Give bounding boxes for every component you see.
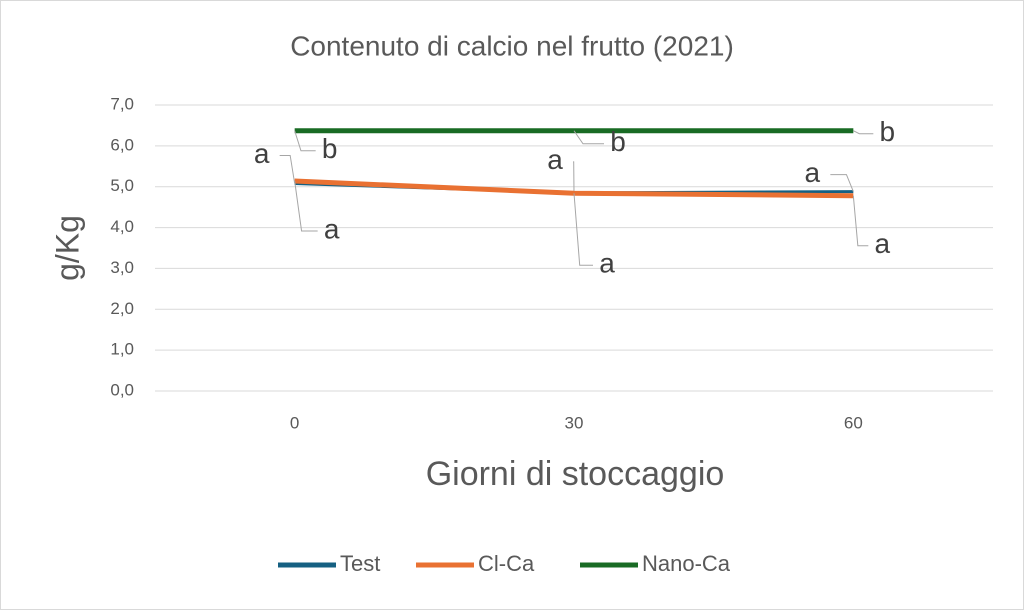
y-tick-label: 0,0 (110, 380, 134, 399)
y-tick-label: 7,0 (110, 94, 134, 113)
leader-line (853, 130, 874, 135)
data-label: a (875, 228, 891, 259)
data-label: a (805, 157, 821, 188)
y-tick-label: 6,0 (110, 135, 134, 154)
y-tick-label: 1,0 (110, 340, 134, 359)
data-label: a (254, 138, 270, 169)
y-tick-label: 4,0 (110, 217, 134, 236)
x-axis-label: Giorni di stoccaggio (426, 455, 725, 493)
x-tick-label: 0 (290, 413, 299, 432)
x-tick-label: 60 (844, 413, 863, 432)
leader-line (573, 130, 604, 145)
legend-label: Nano-Ca (642, 551, 731, 576)
leader-line (830, 174, 854, 192)
legend-label: Cl-Ca (478, 551, 535, 576)
leader-line (279, 154, 296, 184)
y-tick-label: 3,0 (110, 258, 134, 277)
y-tick-label: 5,0 (110, 176, 134, 195)
leader-line (573, 161, 575, 193)
x-tick-label: 30 (565, 413, 584, 432)
leader-line (573, 193, 593, 266)
leader-line (294, 130, 316, 152)
chart-title: Contenuto di calcio nel frutto (2021) (290, 30, 734, 61)
leader-line (852, 195, 869, 247)
legend-label: Test (340, 551, 380, 576)
data-label: a (599, 248, 615, 279)
data-label: a (324, 213, 340, 244)
data-label: b (880, 116, 896, 147)
data-label: b (322, 133, 338, 164)
y-tick-label: 2,0 (110, 299, 134, 318)
leader-line (294, 180, 318, 232)
y-axis-label: g/Kg (49, 215, 85, 281)
data-label: b (610, 126, 626, 157)
data-label: a (547, 144, 563, 175)
